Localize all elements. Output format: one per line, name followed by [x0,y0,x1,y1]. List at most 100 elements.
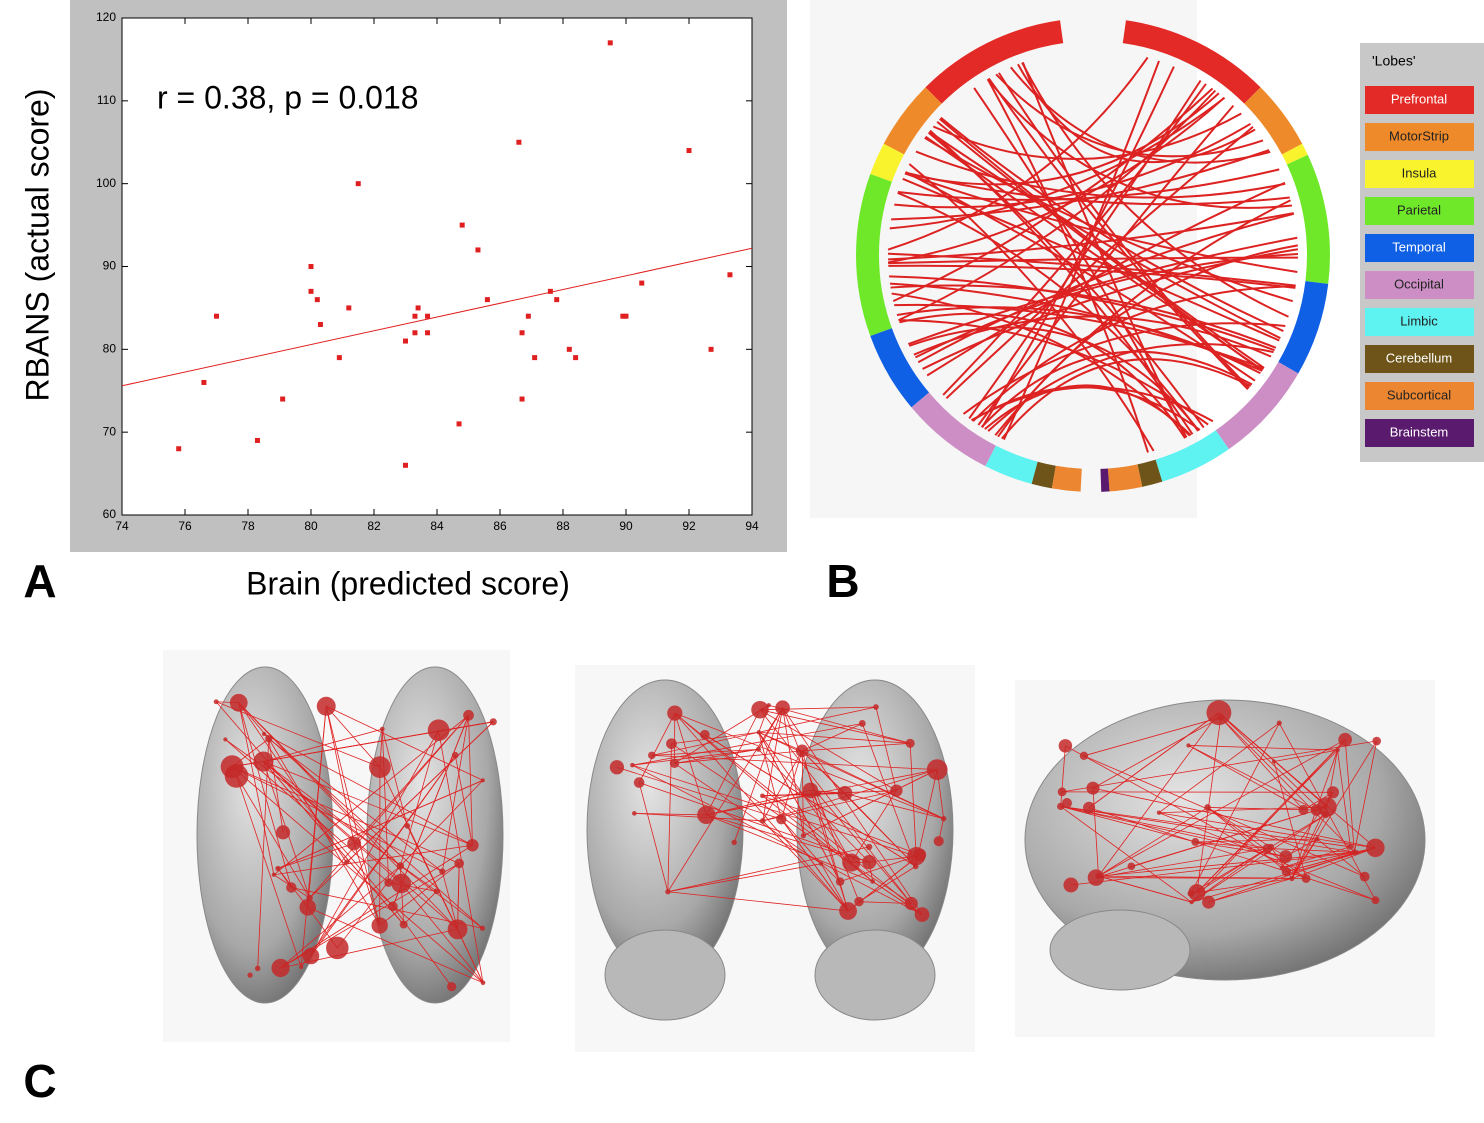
point [623,313,629,319]
connection [1095,848,1268,879]
legend-swatch [1365,419,1474,447]
connection [858,866,916,903]
connection [817,793,912,904]
point [456,421,462,427]
connection [667,863,822,893]
chord [888,264,1296,289]
node [379,726,385,732]
connection [310,729,439,957]
connection [1188,745,1338,751]
plot-area [121,17,753,516]
node [858,720,866,727]
chord [1003,60,1160,441]
legend-label: Subcortical [1387,387,1451,402]
connection [706,814,873,882]
point [176,446,182,452]
node [633,777,645,788]
point [547,288,553,294]
connection [1273,749,1338,762]
node [926,759,948,781]
connection [238,702,401,867]
brain [196,666,334,1004]
connection [268,738,284,833]
node [865,843,873,851]
node [837,785,853,801]
connection [1092,787,1376,849]
connection [651,754,938,771]
connection [263,761,483,929]
connection [1273,761,1307,879]
panel-label: A [23,555,56,607]
node [275,865,281,872]
node [1359,871,1370,882]
node [1095,873,1102,880]
connection [632,723,863,766]
point [308,288,314,294]
connection [379,863,460,926]
chord [889,96,1226,230]
connection [639,782,870,863]
point [519,396,525,402]
node [835,877,845,886]
chord [894,303,1265,370]
node [648,751,656,760]
node [299,899,317,916]
connection [438,730,484,983]
connection [280,865,401,969]
lobe-segment [1244,87,1303,155]
y-tick-label: 110 [97,93,116,107]
chord [890,284,1277,349]
point [686,148,692,154]
node [630,762,635,768]
panel-label: B [826,555,859,607]
connection [307,706,327,908]
chord [981,66,1175,428]
node [905,738,915,748]
node [818,861,824,866]
node [842,853,861,872]
x-tick-label: 76 [178,519,192,533]
x-tick-label: 80 [304,519,318,533]
x-tick-label: 74 [115,519,129,533]
point [317,321,323,327]
connection [441,715,469,872]
chord [894,122,1252,209]
connection [674,713,707,816]
node [253,751,274,772]
connection [457,863,460,930]
connection [1098,739,1346,877]
connection [1098,851,1355,877]
node [1371,896,1380,905]
connection [1060,806,1196,843]
connection [325,706,381,926]
annotation: r = 0.38, p = 0.018 [157,79,419,115]
point [554,297,560,303]
chord [977,104,1235,426]
connection [441,871,458,930]
chord [917,212,1295,364]
node [399,920,408,929]
lobe-segment [985,445,1038,484]
x-axis-label: Brain (predicted score) [246,565,570,601]
node [933,836,944,847]
node [1057,802,1065,811]
node [839,902,857,920]
node [223,737,228,742]
connection [1070,851,1357,886]
connection [616,766,782,820]
chord [887,252,1296,287]
connection [1195,838,1318,843]
node [873,704,879,710]
node [1372,736,1382,746]
node [854,896,864,907]
node [1322,811,1329,819]
x-tick-label: 90 [619,519,633,533]
connection [758,731,911,744]
node [1276,720,1282,726]
chord [940,116,1284,332]
connection [638,782,669,892]
legend-swatch [1365,86,1474,114]
node [890,784,903,797]
node [213,699,219,705]
point [336,355,342,361]
